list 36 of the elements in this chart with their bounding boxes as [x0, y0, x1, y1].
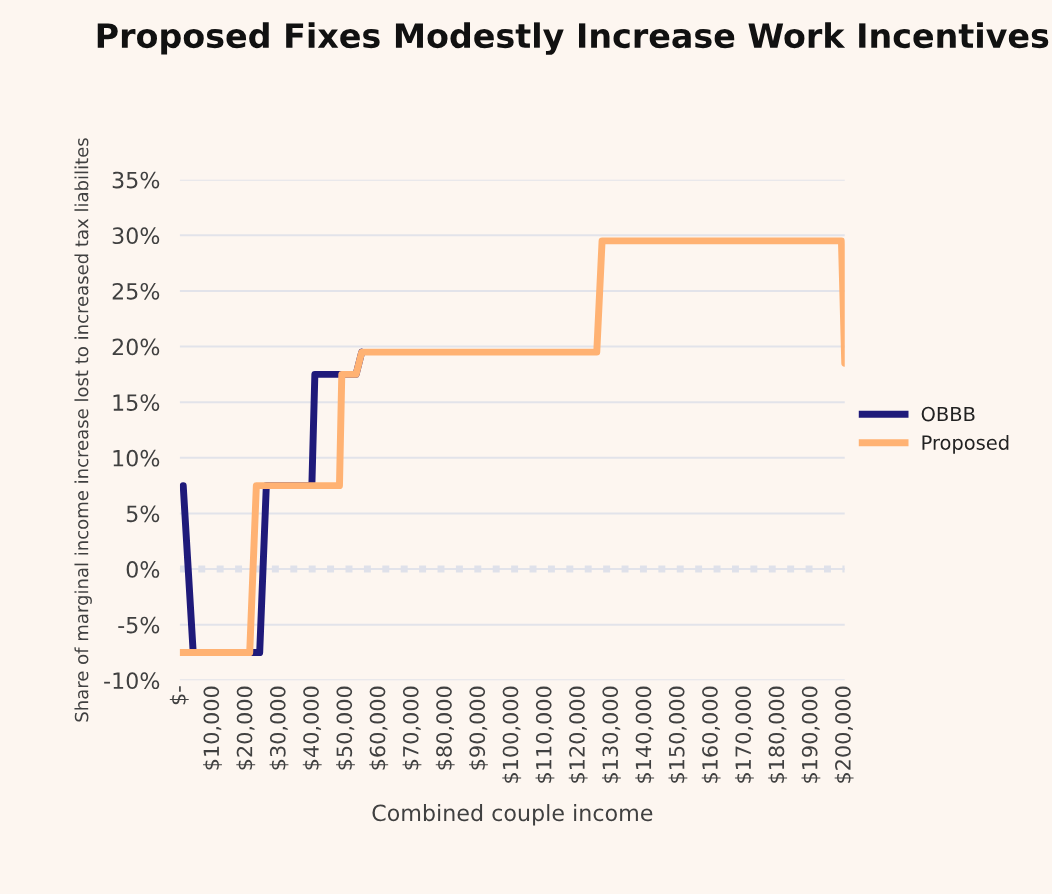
y-tick-label: -5%: [118, 616, 160, 634]
x-tick-label: $30,000: [269, 686, 289, 770]
x-tick-label: $170,000: [734, 686, 754, 783]
y-tick-label: 20%: [112, 338, 160, 356]
x-tick-label: $120,000: [568, 686, 588, 783]
x-tick-label: $140,000: [635, 686, 655, 783]
y-axis-title: Share of marginal income increase lost to increased tax liabilites: [74, 138, 92, 722]
y-tick-label: 10%: [113, 449, 160, 467]
x-tick-label: $20,000: [236, 686, 256, 770]
x-tick-label: $150,000: [668, 686, 688, 783]
x-tick-label: $70,000: [402, 686, 422, 770]
y-tick-label: 0%: [126, 561, 160, 578]
legend-label: Proposed: [922, 434, 1009, 454]
x-tick-label: $10,000: [203, 686, 222, 770]
y-tick-label: 5%: [126, 505, 160, 523]
x-tick-label: $50,000: [336, 686, 355, 770]
x-tick-label: $110,000: [535, 686, 555, 783]
x-tick-label: $60,000: [369, 686, 389, 770]
x-tick-label: $80,000: [435, 686, 455, 770]
x-axis-title: Combined couple income: [372, 804, 653, 826]
x-tick-label: $40,000: [302, 686, 322, 770]
x-tick-label: $180,000: [768, 686, 788, 783]
x-tick-label: $200,000: [834, 686, 854, 783]
x-tick-label: $190,000: [801, 686, 821, 783]
x-tick-label: $-: [169, 686, 189, 705]
y-tick-label: -10%: [104, 672, 160, 690]
y-tick-label: 30%: [112, 227, 160, 245]
y-tick-label: 35%: [112, 171, 160, 189]
x-tick-label: $160,000: [701, 686, 721, 783]
y-tick-label: 15%: [113, 394, 160, 411]
x-tick-label: $100,000: [502, 686, 522, 783]
chart-title: Proposed Fixes Modestly Increase Work Incentives: [97, 22, 1049, 55]
x-tick-label: $90,000: [469, 686, 488, 770]
y-tick-label: 25%: [112, 282, 160, 300]
legend-label: OBBB: [921, 406, 975, 422]
x-tick-label: $130,000: [601, 686, 621, 783]
